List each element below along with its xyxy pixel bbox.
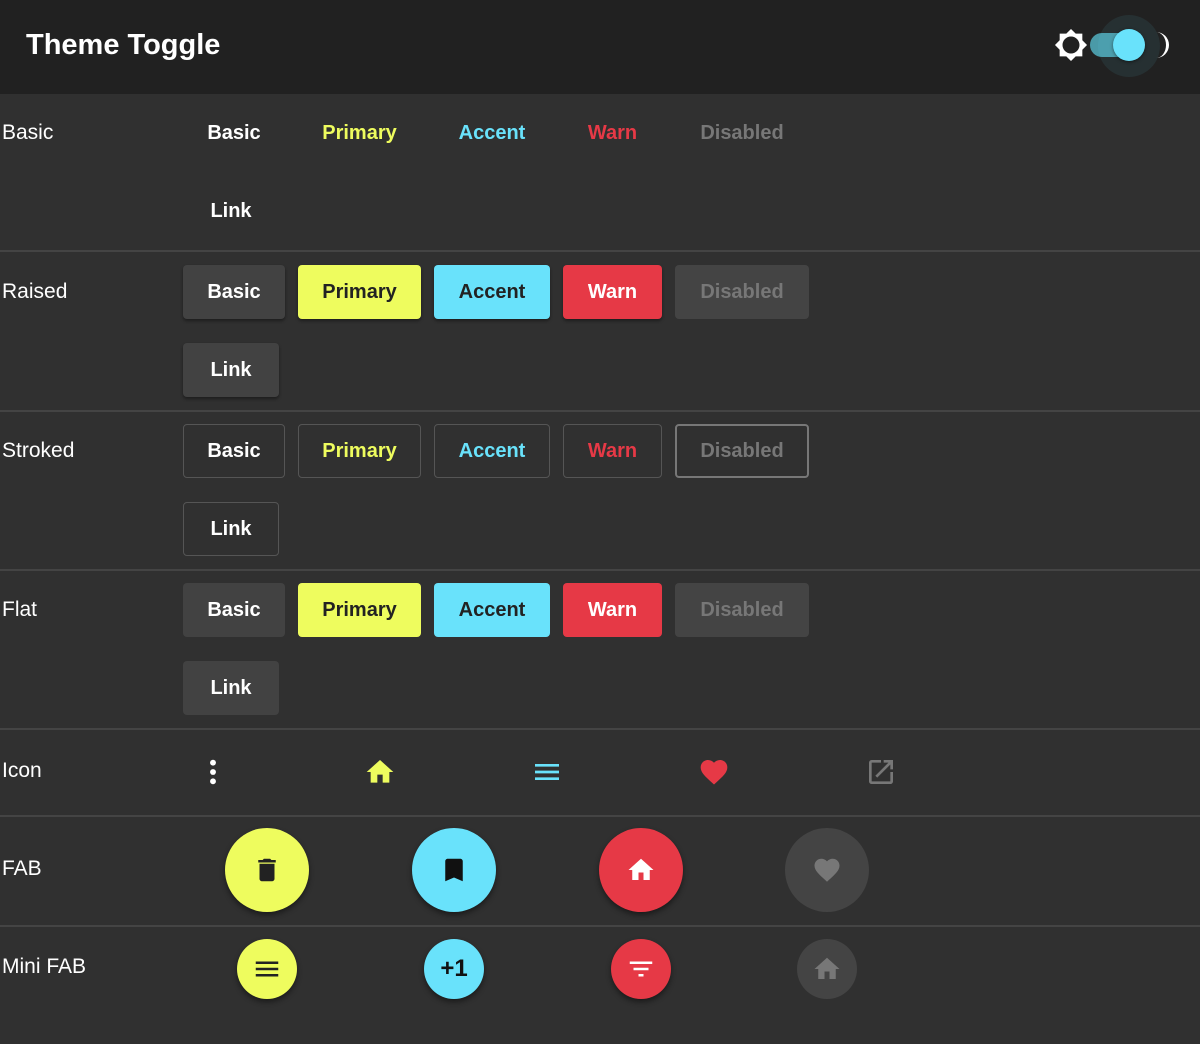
accent-button[interactable]: Accent [434,583,550,637]
plus-one-mini-fab[interactable]: +1 [424,939,484,999]
sun-icon [1054,28,1088,62]
section-basic: Basic Basic Primary Accent Warn Disabled… [0,94,1200,252]
section-label: Stroked [2,439,75,462]
section-fab: FAB [0,815,1200,927]
link-button[interactable]: Link [183,343,279,397]
bookmark-fab[interactable] [412,828,496,912]
disabled-fab [785,828,869,912]
page-title: Theme Toggle [26,29,221,61]
primary-button[interactable]: Primary [298,265,421,319]
warn-button[interactable]: Warn [563,106,662,160]
warn-button[interactable]: Warn [563,583,662,637]
disabled-button: Disabled [675,424,809,478]
section-label: FAB [2,857,42,880]
heart-icon[interactable] [698,756,730,788]
section-icon: Icon [0,728,1200,817]
delete-fab[interactable] [225,828,309,912]
section-label: Basic [2,121,54,144]
moon-icon [1156,32,1169,58]
warn-button[interactable]: Warn [563,424,662,478]
basic-button[interactable]: Basic [183,424,285,478]
more-vert-icon[interactable] [197,756,229,788]
accent-button[interactable]: Accent [434,265,550,319]
delete-icon [258,858,276,882]
link-button[interactable]: Link [210,199,252,222]
basic-button[interactable]: Basic [183,106,285,160]
section-flat: Flat Basic Primary Accent Warn Disabled … [0,569,1200,730]
home-icon [628,858,654,880]
bookmark-icon [445,858,463,882]
filter-mini-fab[interactable] [611,939,671,999]
basic-button[interactable]: Basic [183,265,285,319]
accent-button[interactable]: Accent [434,106,550,160]
section-stroked: Stroked Basic Primary Accent Warn Disabl… [0,410,1200,571]
disabled-button: Disabled [675,106,809,160]
toggle-thumb[interactable] [1113,29,1145,61]
primary-button[interactable]: Primary [298,583,421,637]
section-label: Icon [2,759,42,782]
open-in-new-icon [869,760,893,784]
disabled-button: Disabled [675,583,809,637]
accent-button[interactable]: Accent [434,424,550,478]
menu-icon [255,961,279,977]
menu-mini-fab[interactable] [237,939,297,999]
home-fab[interactable] [599,828,683,912]
basic-button[interactable]: Basic [183,583,285,637]
section-label: Flat [2,598,38,621]
primary-button[interactable]: Primary [298,106,421,160]
warn-button[interactable]: Warn [563,265,662,319]
primary-button[interactable]: Primary [298,424,421,478]
filter-icon [629,961,653,977]
heart-icon [814,858,840,882]
disabled-mini-fab [797,939,857,999]
menu-icon[interactable] [531,756,563,788]
section-mini-fab: Mini FAB +1 [0,925,1200,1044]
toolbar: Theme Toggle [0,0,1200,94]
home-icon [814,957,840,979]
link-button[interactable]: Link [183,502,279,556]
home-icon[interactable] [364,756,396,788]
section-label: Raised [2,280,68,303]
plus-one-icon: +1 [440,955,468,982]
section-raised: Raised Basic Primary Accent Warn Disable… [0,251,1200,412]
link-button[interactable]: Link [183,661,279,715]
section-label: Mini FAB [2,955,87,978]
disabled-button: Disabled [675,265,809,319]
